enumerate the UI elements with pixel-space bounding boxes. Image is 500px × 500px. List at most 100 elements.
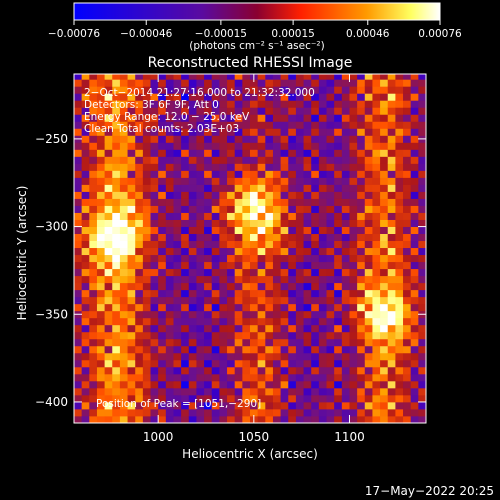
heatmap-cell: [188, 219, 197, 227]
heatmap-cell: [135, 219, 144, 227]
heatmap-cell: [341, 128, 350, 136]
heatmap-cell: [188, 247, 197, 256]
heatmap-cell: [395, 212, 404, 220]
heatmap-cell: [349, 317, 358, 326]
heatmap-cell: [372, 247, 381, 256]
heatmap-cell: [265, 317, 274, 326]
heatmap-cell: [250, 163, 259, 171]
heatmap-cell: [395, 93, 404, 101]
heatmap-cell: [181, 86, 190, 94]
heatmap-cell: [219, 107, 228, 115]
heatmap-cell: [280, 317, 289, 326]
heatmap-cell: [81, 373, 90, 382]
heatmap-cell: [303, 121, 312, 129]
heatmap-cell: [119, 261, 128, 270]
heatmap-cell: [188, 74, 197, 80]
heatmap-cell: [135, 114, 144, 122]
heatmap-cell: [112, 184, 121, 192]
heatmap-cell: [288, 198, 297, 206]
heatmap-cell: [119, 394, 128, 403]
heatmap-cell: [257, 142, 266, 150]
heatmap-cell: [219, 233, 228, 242]
heatmap-cell: [74, 156, 83, 164]
heatmap-cell: [89, 156, 98, 164]
heatmap-cell: [119, 226, 128, 234]
heatmap-cell: [288, 219, 297, 227]
heatmap-cell: [204, 86, 213, 94]
heatmap-cell: [158, 177, 167, 185]
heatmap-cell: [196, 275, 205, 284]
heatmap-cell: [135, 415, 144, 423]
heatmap-cell: [295, 254, 304, 263]
heatmap-cell: [96, 184, 106, 192]
heatmap-cell: [173, 247, 182, 256]
heatmap-cell: [181, 219, 190, 227]
heatmap-cell: [219, 86, 228, 94]
heatmap-cell: [349, 79, 358, 87]
heatmap-cell: [234, 310, 243, 319]
heatmap-cell: [364, 100, 373, 108]
heatmap-cell: [418, 142, 426, 150]
heatmap-cell: [311, 163, 320, 171]
heatmap-cell: [295, 226, 304, 234]
heatmap-cell: [150, 289, 159, 298]
heatmap-cell: [142, 191, 151, 199]
heatmap-cell: [74, 268, 83, 277]
heatmap-cell: [127, 408, 136, 417]
heatmap-cell: [272, 359, 282, 368]
heatmap-cell: [295, 79, 304, 87]
heatmap-cell: [288, 114, 297, 122]
heatmap-cell: [250, 79, 259, 87]
heatmap-cell: [272, 212, 282, 220]
heatmap-cell: [403, 282, 412, 291]
heatmap-cell: [165, 156, 174, 164]
heatmap-cell: [211, 114, 220, 122]
heatmap-cell: [196, 121, 205, 129]
heatmap-cell: [326, 352, 335, 361]
colorbar-tick-label: −0.00015: [195, 28, 247, 40]
heatmap-cell: [334, 184, 343, 192]
heatmap-cell: [150, 191, 159, 199]
heatmap-cell: [204, 74, 213, 80]
heatmap-cell: [165, 79, 174, 87]
heatmap-cell: [403, 149, 412, 157]
heatmap-cell: [341, 303, 350, 312]
heatmap-cell: [150, 380, 159, 389]
heatmap-cell: [165, 415, 174, 423]
heatmap-cell: [295, 74, 304, 80]
heatmap-cell: [418, 233, 426, 242]
heatmap-cell: [387, 275, 396, 284]
heatmap-cell: [288, 184, 297, 192]
heatmap-cell: [372, 359, 381, 368]
heatmap-cell: [250, 282, 259, 291]
heatmap-cell: [96, 352, 106, 361]
heatmap-cell: [219, 408, 228, 417]
heatmap-cell: [181, 198, 190, 206]
heatmap-cell: [372, 331, 381, 340]
heatmap-cell: [341, 240, 350, 249]
heatmap-cell: [418, 324, 426, 333]
heatmap-cell: [112, 170, 121, 178]
heatmap-cell: [104, 240, 113, 249]
heatmap-cell: [357, 317, 366, 326]
heatmap-cell: [74, 93, 83, 101]
heatmap-cell: [410, 394, 419, 403]
heatmap-cell: [150, 86, 159, 94]
heatmap-cell: [196, 387, 205, 396]
heatmap-cell: [272, 233, 282, 242]
heatmap-cell: [250, 142, 259, 150]
heatmap-cell: [135, 303, 144, 312]
heatmap-cell: [380, 79, 389, 87]
heatmap-cell: [295, 121, 304, 129]
heatmap-cell: [150, 135, 159, 143]
heatmap-cell: [349, 247, 358, 256]
heatmap-cell: [334, 205, 343, 213]
heatmap-cell: [181, 401, 190, 410]
heatmap-cell: [219, 79, 228, 87]
heatmap-cell: [119, 114, 128, 122]
heatmap-cell: [357, 163, 366, 171]
heatmap-cell: [165, 394, 174, 403]
heatmap-cell: [211, 93, 220, 101]
heatmap-cell: [104, 366, 113, 375]
heatmap-cell: [364, 198, 373, 206]
